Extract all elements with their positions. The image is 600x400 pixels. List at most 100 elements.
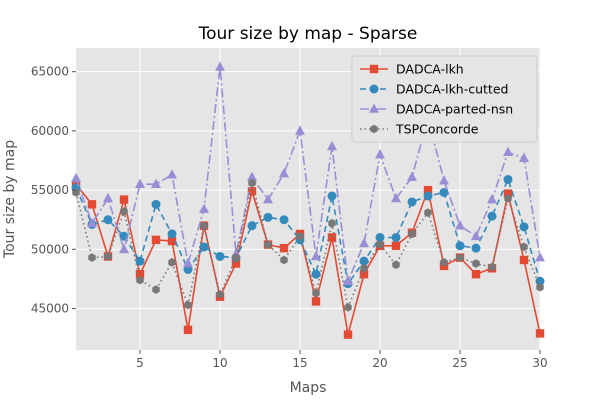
data-point xyxy=(104,252,112,261)
data-point xyxy=(471,270,481,279)
x-tick-label: 5 xyxy=(136,356,144,370)
tick-labels: 5 10 15 20 25 30 45000 50000 55000 60000 65000 xyxy=(31,65,548,370)
data-point xyxy=(167,236,177,246)
data-point xyxy=(120,207,128,216)
data-point xyxy=(343,275,353,286)
data-point xyxy=(391,241,401,250)
legend: DADCA-lkh DADCA-lkh-cutted DADCA-parted-ns… xyxy=(351,55,538,143)
data-point xyxy=(376,240,384,249)
data-point xyxy=(344,303,352,312)
data-point xyxy=(248,178,256,188)
legend-box xyxy=(351,55,538,143)
data-point xyxy=(439,187,449,197)
data-point xyxy=(536,282,544,292)
data-point xyxy=(424,208,432,217)
data-point xyxy=(280,255,288,265)
data-point xyxy=(391,232,401,242)
data-point xyxy=(343,330,353,339)
data-point xyxy=(535,329,545,338)
x-tick-label: 15 xyxy=(292,356,307,370)
data-point xyxy=(88,253,96,262)
data-point xyxy=(167,169,177,179)
legend-label: DADCA-lkh-cutted xyxy=(396,82,508,97)
data-point xyxy=(279,215,289,225)
data-point xyxy=(279,168,289,178)
data-point xyxy=(232,253,240,262)
data-point xyxy=(311,297,321,306)
x-axis-title: Maps xyxy=(290,380,327,396)
data-point xyxy=(295,125,305,135)
data-point xyxy=(504,194,512,203)
data-point xyxy=(215,251,225,261)
data-point xyxy=(487,194,497,204)
data-point xyxy=(391,192,401,203)
data-point xyxy=(423,185,433,195)
data-point xyxy=(312,288,320,298)
data-point xyxy=(264,240,272,249)
data-point xyxy=(151,178,161,188)
data-point xyxy=(471,230,481,241)
data-point xyxy=(119,195,129,204)
data-point xyxy=(151,235,161,245)
data-point xyxy=(407,197,417,207)
data-point xyxy=(247,187,257,196)
data-point xyxy=(440,258,448,267)
legend-marker xyxy=(369,84,379,94)
data-point xyxy=(359,270,369,279)
legend-marker xyxy=(369,103,379,113)
data-point xyxy=(311,250,321,261)
legend-marker xyxy=(369,64,379,74)
data-point xyxy=(327,233,337,242)
data-point xyxy=(279,243,289,253)
y-axis-title: Tour size by map xyxy=(2,140,18,259)
x-tick-label: 25 xyxy=(452,356,467,370)
legend-label: TSPConcorde xyxy=(395,122,479,137)
data-point xyxy=(183,325,193,335)
data-point xyxy=(328,218,336,228)
data-point xyxy=(119,243,129,254)
data-point xyxy=(455,220,465,230)
data-point xyxy=(136,275,144,285)
data-point xyxy=(200,221,208,230)
y-tick-label: 55000 xyxy=(31,183,69,197)
data-point xyxy=(231,259,241,268)
data-point xyxy=(247,171,257,181)
data-point xyxy=(408,229,416,239)
data-point xyxy=(168,258,176,267)
data-point xyxy=(519,152,529,162)
data-point xyxy=(503,146,513,157)
data-point xyxy=(488,262,496,272)
data-point xyxy=(456,253,464,262)
legend-marker xyxy=(370,124,378,134)
data-point xyxy=(135,178,145,188)
data-point xyxy=(296,232,304,241)
x-tick-label: 20 xyxy=(372,356,387,370)
data-point xyxy=(360,263,368,273)
data-point xyxy=(184,300,192,310)
data-point xyxy=(487,211,497,221)
data-point xyxy=(103,192,113,203)
data-point xyxy=(152,285,160,294)
data-point xyxy=(327,191,337,201)
data-point xyxy=(407,171,417,181)
data-point xyxy=(263,212,273,222)
data-point xyxy=(87,200,97,209)
legend-item: DADCA-lkh-cutted xyxy=(360,82,508,97)
data-point xyxy=(135,256,145,266)
data-point xyxy=(503,174,513,184)
data-point xyxy=(535,276,545,286)
data-point xyxy=(503,189,513,198)
legend-item: DADCA-parted-nsn xyxy=(360,102,513,117)
series-layer xyxy=(71,61,545,339)
legend-label: DADCA-parted-nsn xyxy=(396,102,513,117)
data-point xyxy=(215,61,225,71)
data-point xyxy=(183,258,193,268)
data-point xyxy=(327,140,337,151)
data-point xyxy=(423,191,433,201)
data-point xyxy=(392,260,400,270)
data-point xyxy=(359,237,369,248)
series-dadca-lkh-cutted xyxy=(71,174,545,289)
data-point xyxy=(439,175,449,185)
data-point xyxy=(216,290,224,299)
